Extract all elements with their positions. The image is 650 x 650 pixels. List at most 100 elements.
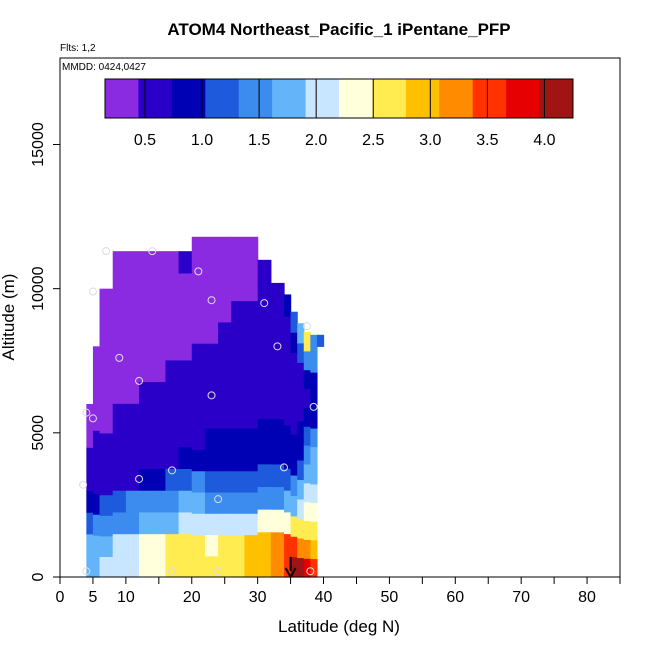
heatmap-cell: [92, 535, 101, 557]
colorbar-swatch: [171, 79, 206, 118]
heatmap-cell: [152, 359, 167, 383]
date-label: MMDD: 0424,0427: [62, 62, 146, 73]
heatmap-cell: [191, 555, 206, 578]
y-tick-label: 15000: [30, 122, 47, 167]
heatmap-cell: [99, 412, 114, 434]
x-axis-label: Latitude (deg N): [278, 617, 400, 636]
heatmap-cell: [191, 236, 206, 259]
heatmap-cell: [290, 413, 298, 435]
heatmap-cell: [270, 509, 285, 533]
colorbar-tick-label: 3.5: [476, 132, 498, 149]
heatmap-cell: [270, 373, 285, 397]
heatmap-cell: [257, 463, 272, 487]
heatmap-cell: [99, 556, 114, 578]
heatmap-cell: [270, 441, 285, 465]
heatmap-cell: [310, 558, 318, 578]
heatmap-cell: [191, 470, 206, 493]
heatmap-cell: [257, 282, 272, 306]
heatmap-cell: [270, 554, 285, 578]
heatmap-cell: [165, 446, 180, 469]
heatmap-cell: [303, 501, 311, 522]
heatmap-cell: [310, 390, 318, 410]
colorbar-tick-label: 1.5: [248, 132, 270, 149]
heatmap-cell: [303, 331, 311, 352]
heatmap-cell: [297, 537, 305, 559]
heatmap-cell: [303, 463, 311, 484]
heatmap-cell: [218, 534, 232, 557]
heatmap-cell: [92, 388, 101, 410]
sample-point: [128, 567, 137, 576]
heatmap-cell: [178, 555, 193, 578]
y-tick-label: 10000: [30, 266, 47, 311]
heatmap-cell: [257, 509, 272, 533]
colorbar-swatch: [506, 79, 541, 118]
heatmap-cell: [125, 272, 140, 296]
heatmap-cell: [303, 445, 311, 465]
heatmap-cell: [284, 316, 292, 339]
sample-point: [309, 402, 318, 411]
heatmap-cell: [152, 251, 167, 274]
heatmap-cell: [139, 338, 153, 361]
heatmap-cell: [139, 381, 153, 404]
heatmap-cell: [270, 350, 285, 374]
heatmap-cell: [204, 406, 219, 429]
heatmap-cell: [99, 309, 114, 331]
heatmap-cell: [204, 364, 219, 387]
heatmap-cell: [178, 272, 193, 296]
heatmap-cell: [125, 294, 140, 317]
heatmap-cell: [297, 498, 305, 520]
x-tick-label: 80: [578, 589, 596, 606]
heatmap-cell: [86, 555, 94, 578]
heatmap-cell: [139, 359, 153, 383]
heatmap-cell: [218, 258, 232, 280]
heatmap-cell: [125, 338, 140, 361]
sample-point: [303, 322, 312, 331]
heatmap-cell: [284, 511, 292, 535]
heatmap-cell: [231, 300, 246, 323]
heatmap-cell: [125, 446, 140, 469]
heatmap-cell: [231, 364, 246, 387]
heatmap-cell: [139, 316, 153, 339]
heatmap-cell: [125, 490, 140, 513]
heatmap-cell: [270, 396, 285, 420]
heatmap-cell: [284, 294, 292, 317]
colorbar-swatch: [439, 79, 474, 118]
heatmap-cell: [244, 449, 259, 472]
heatmap-cell: [99, 453, 114, 475]
heatmap-cell: [218, 364, 232, 387]
heatmap-cell: [139, 424, 153, 448]
heatmap-cell: [139, 511, 153, 535]
heatmap-cell: [112, 316, 127, 339]
colorbar-tick-label: 1.0: [191, 132, 213, 149]
heatmap-cell: [231, 279, 246, 302]
heatmap-cell: [204, 300, 219, 323]
heatmap-cell: [297, 420, 305, 441]
heatmap-cell: [86, 404, 94, 427]
heatmap-cell: [218, 279, 232, 302]
heatmap-cell: [244, 258, 259, 280]
sample-point: [273, 342, 282, 351]
colorbar-swatch: [539, 79, 574, 118]
heatmap-cell: [297, 401, 305, 422]
heatmap-cell: [284, 468, 292, 491]
heatmap-cell: [86, 512, 94, 535]
heatmap-cell: [112, 490, 127, 513]
heatmap-cell: [165, 272, 180, 296]
heatmap-cell: [257, 305, 272, 329]
heatmap-cell: [244, 555, 259, 578]
heatmap-cell: [152, 533, 167, 556]
heatmap-cell: [204, 428, 219, 451]
heatmap-cell: [244, 321, 259, 344]
heatmap-cell: [303, 407, 311, 427]
x-tick-label: 5: [88, 589, 97, 606]
heatmap-cell: [231, 491, 246, 514]
sample-point: [214, 495, 223, 504]
heatmap-cell: [191, 513, 206, 536]
heatmap-cell: [316, 334, 325, 347]
heatmap-cell: [112, 511, 127, 535]
x-tick-label: 10: [117, 589, 135, 606]
heatmap-cell: [244, 279, 259, 302]
heatmap-cell: [244, 406, 259, 429]
heatmap-cell: [152, 555, 167, 578]
heatmap-cell: [92, 346, 101, 368]
